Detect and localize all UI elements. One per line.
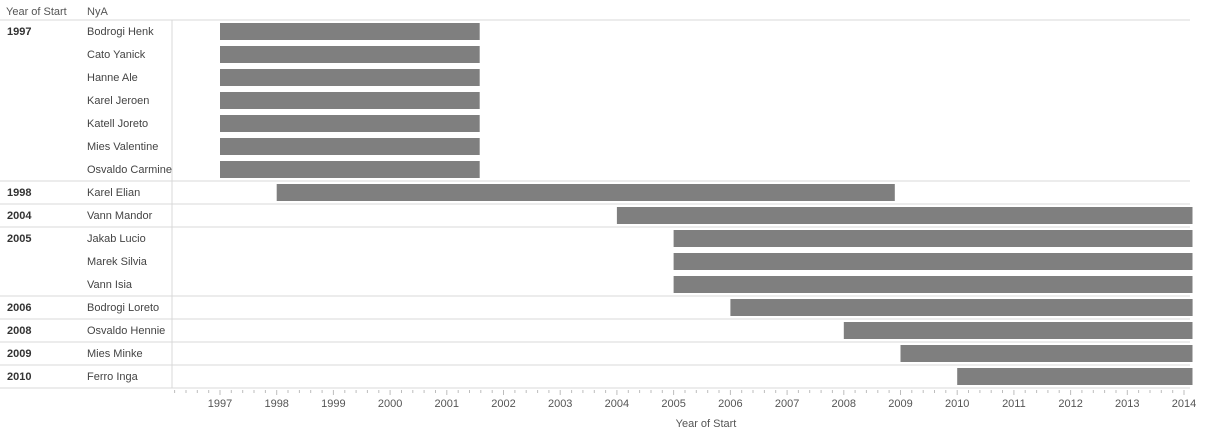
bar xyxy=(220,92,480,109)
row-name: Jakab Lucio xyxy=(87,233,146,245)
bar xyxy=(220,46,480,63)
group-label: 2005 xyxy=(7,233,31,245)
x-tick-label: 2011 xyxy=(1002,398,1026,410)
x-tick-label: 2014 xyxy=(1172,398,1196,410)
x-axis: 1997 1998 1999 2000 2001 2002 2003 2004 2005 2006… xyxy=(174,390,1196,410)
x-tick-label: 2013 xyxy=(1115,398,1139,410)
row-name: Mies Minke xyxy=(87,348,143,360)
bar xyxy=(843,322,1193,339)
x-tick-label: 2012 xyxy=(1058,398,1082,410)
bar xyxy=(673,253,1193,270)
x-tick-label: 2000 xyxy=(378,398,402,410)
bar xyxy=(220,115,480,132)
x-tick-label: 2003 xyxy=(548,398,572,410)
bar xyxy=(220,23,480,40)
x-tick-label: 2005 xyxy=(661,398,685,410)
x-tick-label: 1999 xyxy=(321,398,345,410)
row-name: Bodrogi Henk xyxy=(87,26,154,38)
row-name: Vann Isia xyxy=(87,279,133,291)
group-label: 1997 xyxy=(7,26,31,38)
row-labels: 1997 Bodrogi Henk Cato Yanick Hanne Ale Kare… xyxy=(7,26,172,383)
bar xyxy=(276,184,895,201)
row-name: Bodrogi Loreto xyxy=(87,302,159,314)
row-name: Ferro Inga xyxy=(87,371,139,383)
x-tick-label: 2009 xyxy=(888,398,912,410)
row-name: Katell Joreto xyxy=(87,118,148,130)
group-label: 2006 xyxy=(7,302,31,314)
row-name: Mies Valentine xyxy=(87,141,158,153)
bar xyxy=(220,161,480,178)
group-label: 2004 xyxy=(7,210,32,222)
row-name: Cato Yanick xyxy=(87,49,146,61)
group-label: 2009 xyxy=(7,348,31,360)
bar xyxy=(616,207,1193,224)
bars xyxy=(220,23,1193,385)
group-column-header: Year of Start xyxy=(6,6,67,18)
row-name: Hanne Ale xyxy=(87,72,138,84)
bar xyxy=(957,368,1193,385)
row-name: Karel Elian xyxy=(87,187,140,199)
x-axis-title: Year of Start xyxy=(676,418,737,430)
bar xyxy=(673,230,1193,247)
x-tick-label: 2002 xyxy=(491,398,515,410)
x-tick-label: 1998 xyxy=(264,398,288,410)
grid-lines xyxy=(0,19,1190,389)
row-name: Osvaldo Carmine xyxy=(87,164,172,176)
group-label: 1998 xyxy=(7,187,31,199)
name-column-header: NyA xyxy=(87,6,108,18)
bar xyxy=(220,138,480,155)
bar xyxy=(220,69,480,86)
row-name: Osvaldo Hennie xyxy=(87,325,165,337)
x-tick-label: 2010 xyxy=(945,398,969,410)
x-tick-label: 2001 xyxy=(435,398,459,410)
x-tick-label: 2008 xyxy=(832,398,856,410)
x-tick-label: 2006 xyxy=(718,398,742,410)
group-label: 2008 xyxy=(7,325,31,337)
bar xyxy=(900,345,1193,362)
x-tick-label: 1997 xyxy=(208,398,232,410)
bar xyxy=(673,276,1193,293)
x-tick-label: 2007 xyxy=(775,398,799,410)
bar xyxy=(730,299,1193,316)
row-name: Vann Mandor xyxy=(87,210,153,222)
row-name: Marek Silvia xyxy=(87,256,148,268)
group-label: 2010 xyxy=(7,371,31,383)
x-tick-label: 2004 xyxy=(605,398,629,410)
row-name: Karel Jeroen xyxy=(87,95,149,107)
